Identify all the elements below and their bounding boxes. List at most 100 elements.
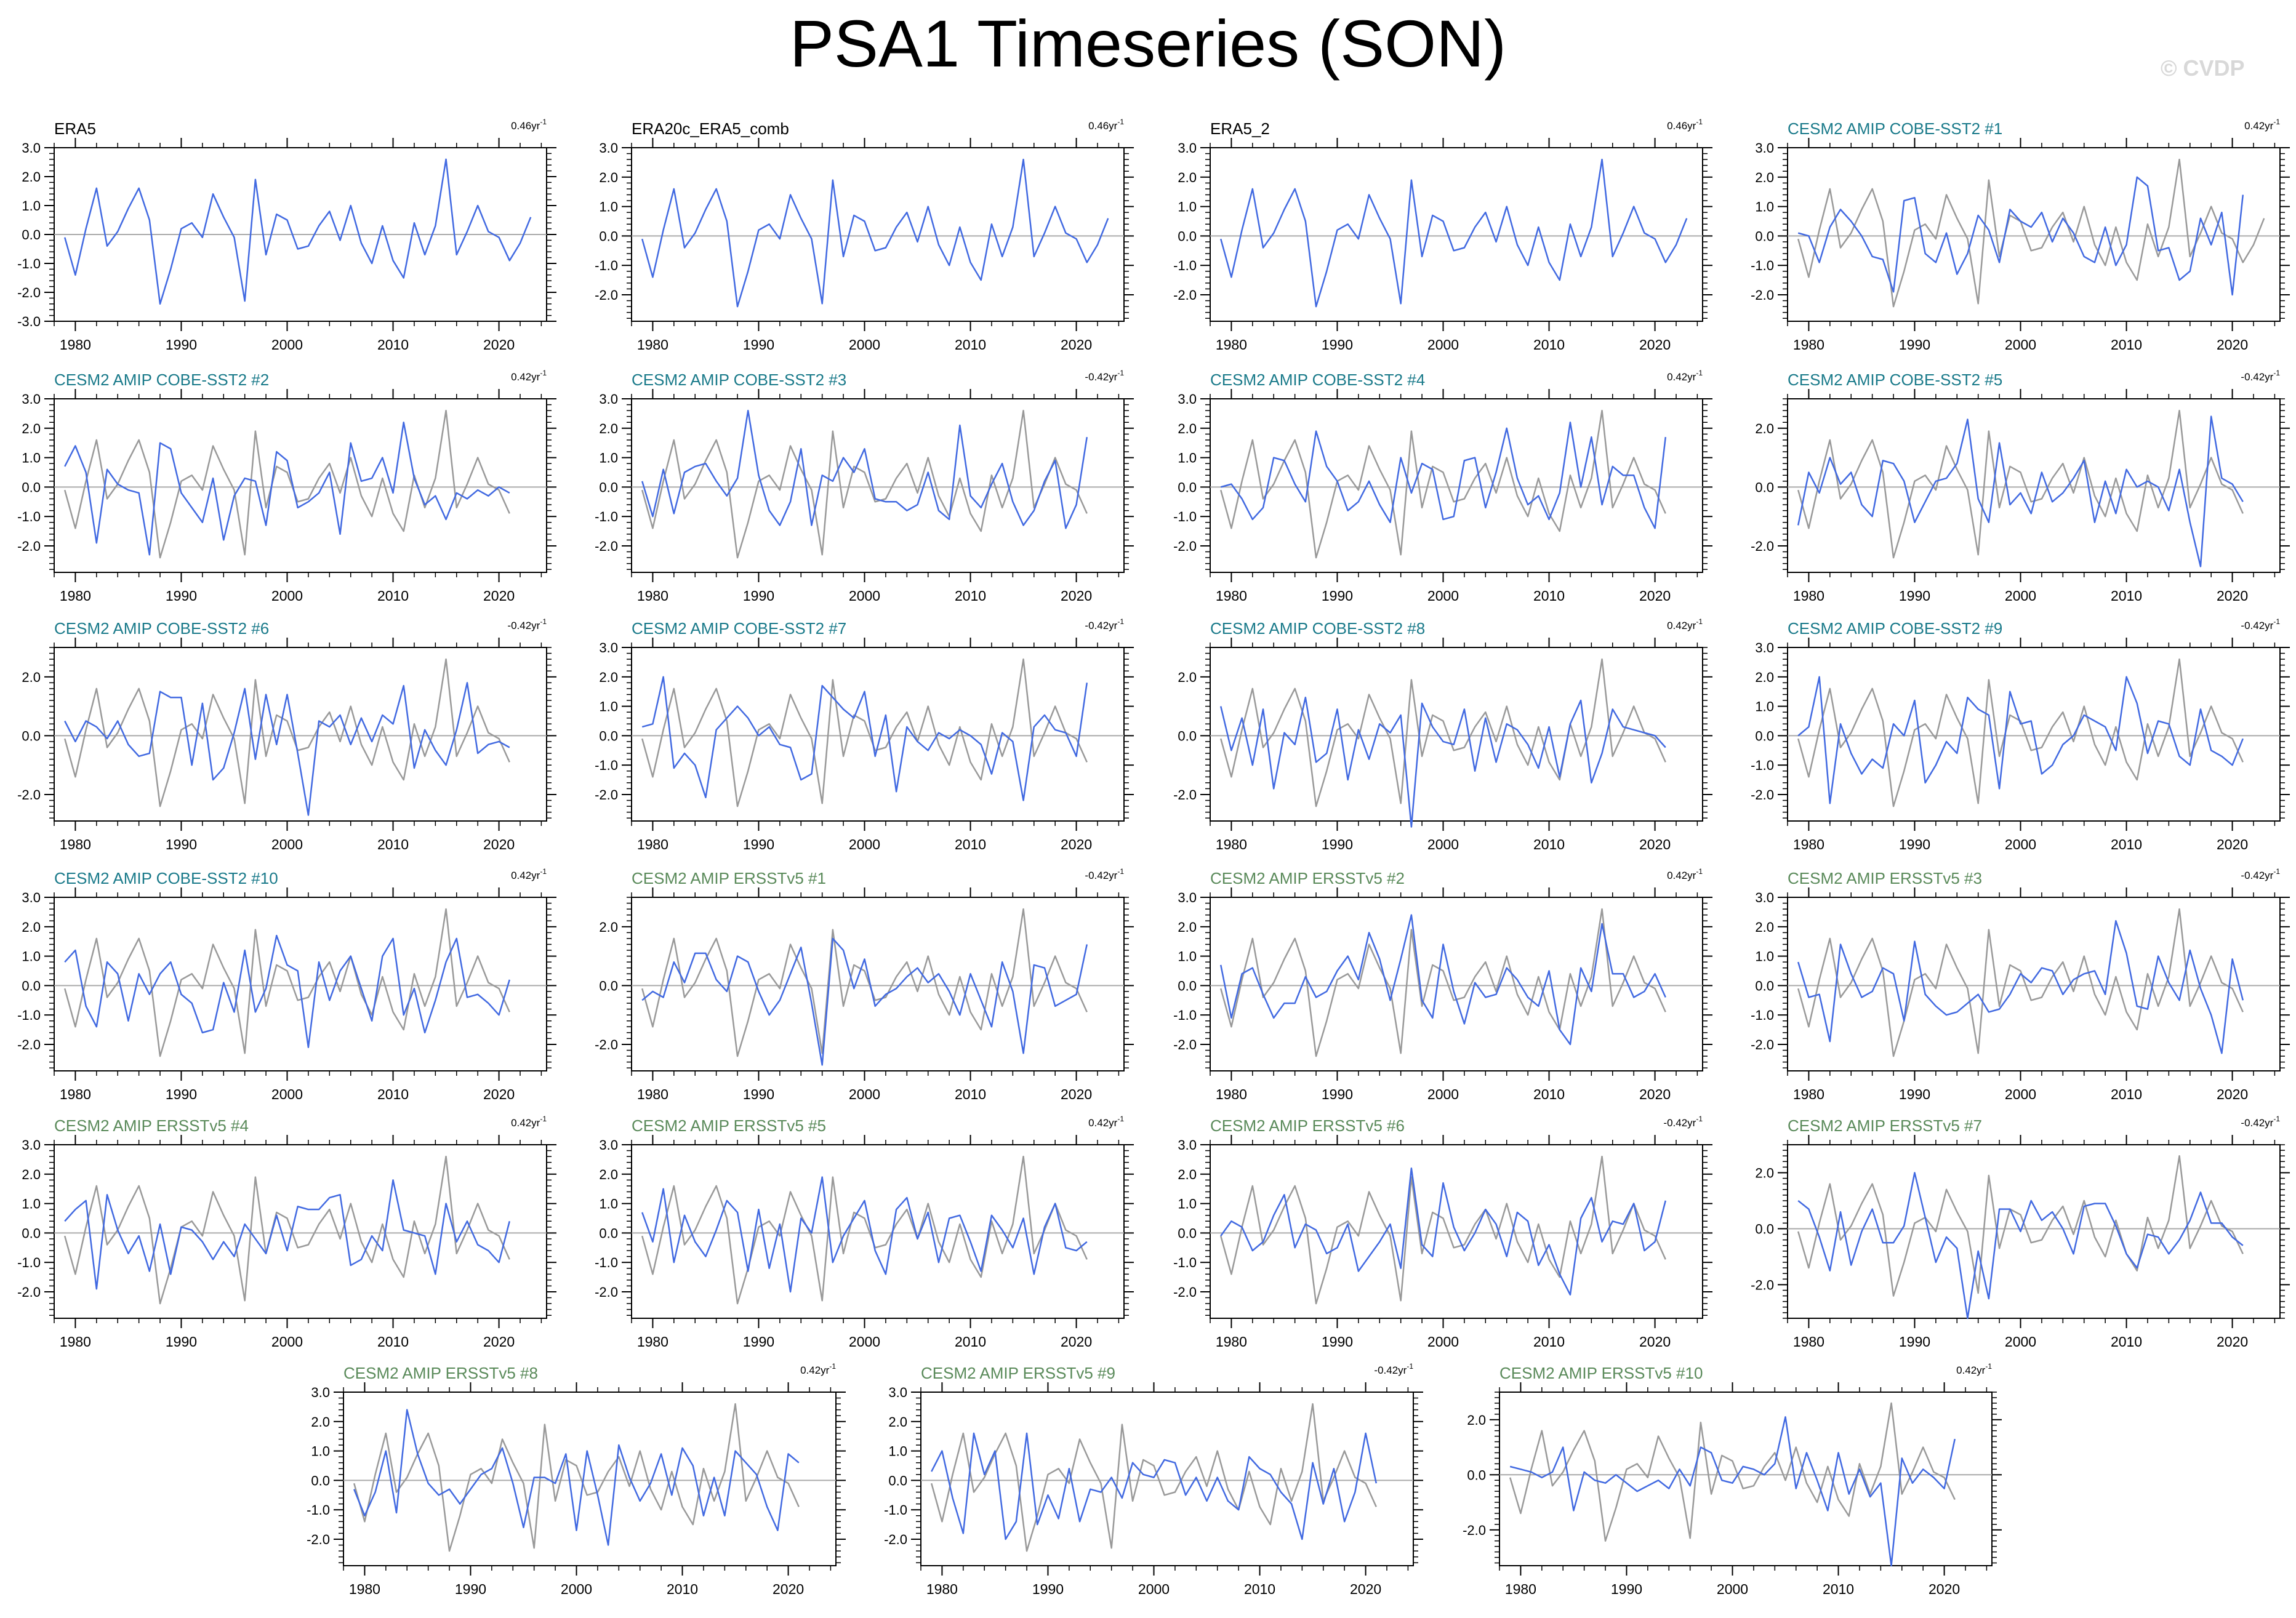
y-tick-label: 1.0 bbox=[599, 451, 618, 466]
y-tick-label: 1.0 bbox=[311, 1444, 330, 1459]
chart-panel: CESM2 AMIP ERSSTv5 #2 0.42yr-1 3.0 2.0 1.0 0.… bbox=[1173, 867, 1712, 1102]
x-tick-label: 2000 bbox=[271, 588, 303, 604]
y-tick-label: 1.0 bbox=[22, 198, 41, 214]
panel-title: CESM2 AMIP COBE-SST2 #5 bbox=[1788, 370, 2002, 389]
chart-panel: CESM2 AMIP ERSSTv5 #3 -0.42yr-1 3.0 2.0 1.0 0… bbox=[1751, 867, 2290, 1102]
trend-exponent: -1 bbox=[1696, 118, 1703, 126]
x-tick-label: 2020 bbox=[1929, 1581, 1960, 1597]
x-tick-label: 1980 bbox=[60, 1086, 91, 1102]
x-tick-label: 2000 bbox=[1427, 337, 1459, 353]
x-tick-label: 2000 bbox=[1427, 836, 1459, 852]
x-tick-label: 2020 bbox=[1639, 337, 1671, 353]
y-tick-label: 3.0 bbox=[311, 1385, 330, 1400]
observed-series-line bbox=[1797, 658, 2244, 807]
y-tick-label: 1.0 bbox=[599, 199, 618, 215]
trend-exponent: -1 bbox=[1407, 1362, 1413, 1371]
y-tick-label: 3.0 bbox=[1178, 1137, 1197, 1153]
x-tick-label: 1980 bbox=[637, 1334, 668, 1350]
x-tick-label: 1990 bbox=[1899, 836, 1930, 852]
x-tick-label: 2020 bbox=[1061, 1334, 1092, 1350]
x-tick-label: 1980 bbox=[926, 1581, 958, 1597]
observed-series-line bbox=[641, 409, 1088, 559]
model-series-line bbox=[1220, 1167, 1666, 1296]
trend-exponent: -1 bbox=[540, 1115, 547, 1123]
y-tick-label: -1.0 bbox=[1173, 1007, 1197, 1023]
y-tick-label: 0.0 bbox=[599, 479, 618, 495]
x-tick-label: 2020 bbox=[483, 1334, 515, 1350]
y-tick-label: 2.0 bbox=[1755, 421, 1774, 436]
y-tick-label: 2.0 bbox=[599, 170, 618, 185]
trend-exponent: -1 bbox=[2273, 1115, 2280, 1123]
x-tick-label: 2020 bbox=[483, 588, 515, 604]
y-tick-label: 0.0 bbox=[1755, 728, 1774, 743]
model-series-line bbox=[641, 676, 1088, 801]
plot-frame bbox=[1787, 147, 2281, 322]
x-tick-label: 1980 bbox=[1793, 337, 1824, 353]
trend-label: 0.46yr-1 bbox=[1667, 118, 1703, 132]
y-tick-label: -1.0 bbox=[595, 258, 618, 273]
panel-title: CESM2 AMIP COBE-SST2 #2 bbox=[54, 370, 269, 389]
x-tick-label: 2000 bbox=[849, 1086, 880, 1102]
y-tick-label: -1.0 bbox=[595, 1255, 618, 1270]
x-tick-label: 2000 bbox=[2005, 588, 2036, 604]
plot-frame bbox=[631, 897, 1125, 1071]
observed-series-line bbox=[1797, 908, 2244, 1057]
y-tick-label: 3.0 bbox=[22, 1137, 41, 1153]
chart-panel: CESM2 AMIP COBE-SST2 #8 0.42yr-1 2.0 0.0 -2.… bbox=[1173, 617, 1712, 852]
trend-exponent: -1 bbox=[1696, 369, 1703, 377]
x-tick-label: 2010 bbox=[377, 1334, 409, 1350]
observed-series-line bbox=[1797, 409, 2244, 559]
y-tick-label: 2.0 bbox=[1755, 919, 1774, 935]
y-tick-label: -1.0 bbox=[595, 509, 618, 524]
observed-series-line bbox=[353, 1403, 800, 1552]
observed-series-line bbox=[63, 908, 510, 1057]
x-tick-label: 1990 bbox=[743, 1086, 774, 1102]
x-tick-label: 1990 bbox=[743, 337, 774, 353]
trend-exponent: -1 bbox=[540, 118, 547, 126]
plot-frame bbox=[631, 147, 1125, 322]
model-series-line bbox=[641, 937, 1088, 1066]
trend-exponent: -1 bbox=[2273, 867, 2280, 876]
x-tick-label: 2020 bbox=[2217, 337, 2248, 353]
y-tick-label: 0.0 bbox=[1755, 479, 1774, 495]
chart-panel: CESM2 AMIP ERSSTv5 #10 0.42yr-1 2.0 0.0 -2.0… bbox=[1463, 1362, 2002, 1597]
x-tick-label: 2020 bbox=[1061, 836, 1092, 852]
chart-panel: CESM2 AMIP ERSSTv5 #7 -0.42yr-1 2.0 0.0 -2.0… bbox=[1751, 1115, 2290, 1350]
y-tick-label: -2.0 bbox=[595, 787, 618, 803]
y-tick-label: -1.0 bbox=[17, 1255, 41, 1270]
model-series-line bbox=[1219, 914, 1666, 1046]
chart-panel: ERA5 0.46yr-1 3.0 2.0 1.0 0.0 -1.0 -2.0 -3.0 1980… bbox=[17, 118, 556, 353]
y-tick-label: -2.0 bbox=[1751, 1037, 1774, 1052]
y-tick-label: -2.0 bbox=[1173, 539, 1197, 554]
trend-exponent: -1 bbox=[1696, 1115, 1703, 1123]
y-tick-label: -2.0 bbox=[1751, 1277, 1774, 1292]
x-tick-label: 1990 bbox=[166, 836, 197, 852]
chart-panel: CESM2 AMIP COBE-SST2 #9 -0.42yr-1 3.0 2.0 1.… bbox=[1751, 617, 2290, 852]
y-tick-label: 2.0 bbox=[599, 1167, 618, 1182]
model-series-line bbox=[1220, 421, 1667, 529]
trend-exponent: -1 bbox=[1117, 369, 1124, 377]
y-tick-label: 2.0 bbox=[1178, 670, 1197, 685]
y-tick-label: -1.0 bbox=[1173, 509, 1197, 524]
panel-title: CESM2 AMIP ERSSTv5 #4 bbox=[54, 1116, 249, 1135]
panel-title: CESM2 AMIP COBE-SST2 #4 bbox=[1210, 370, 1425, 389]
observed-series-line bbox=[930, 1403, 1377, 1552]
trend-label: -0.42yr-1 bbox=[1663, 1115, 1703, 1129]
trend-exponent: -1 bbox=[1696, 867, 1703, 876]
page-title: PSA1 Timeseries (SON) bbox=[789, 6, 1507, 81]
y-tick-label: -1.0 bbox=[1751, 1007, 1774, 1023]
y-tick-label: 1.0 bbox=[1178, 451, 1197, 466]
model-series-line bbox=[1797, 176, 2244, 296]
y-tick-label: -1.0 bbox=[1173, 258, 1197, 273]
y-tick-label: 0.0 bbox=[311, 1473, 330, 1488]
y-tick-label: 2.0 bbox=[599, 919, 618, 935]
trend-exponent: -1 bbox=[2273, 118, 2280, 126]
model-series-line bbox=[64, 421, 510, 556]
x-tick-label: 2020 bbox=[1061, 588, 1092, 604]
plot-frame bbox=[920, 1392, 1414, 1566]
x-tick-label: 1990 bbox=[1322, 588, 1353, 604]
chart-panel: CESM2 AMIP COBE-SST2 #3 -0.42yr-1 3.0 2.0 1.… bbox=[595, 369, 1134, 604]
y-tick-label: 3.0 bbox=[22, 391, 41, 407]
x-tick-label: 1980 bbox=[60, 1334, 91, 1350]
x-tick-label: 2000 bbox=[849, 337, 880, 353]
